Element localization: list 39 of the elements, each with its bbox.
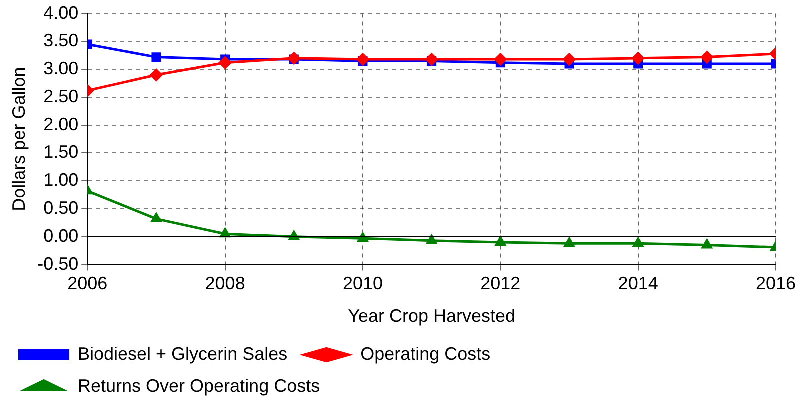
x-tick-label: 2014 xyxy=(618,274,658,294)
point xyxy=(701,238,713,249)
y-tick-label: 0.00 xyxy=(44,226,79,246)
y-tick-label: 2.00 xyxy=(44,114,79,134)
point xyxy=(152,52,162,62)
legend-label: Returns Over Operating Costs xyxy=(78,376,320,396)
y-axis-title: Dollars per Gallon xyxy=(8,67,29,212)
x-tick-label: 2008 xyxy=(205,274,246,294)
point xyxy=(150,68,163,82)
point xyxy=(356,53,370,66)
point xyxy=(494,236,506,246)
y-tick-label: 1.00 xyxy=(44,170,79,190)
y-tick-label: 3.50 xyxy=(44,30,79,51)
point xyxy=(564,237,576,248)
point xyxy=(288,230,300,240)
point xyxy=(494,53,508,66)
x-tick-label: 2006 xyxy=(68,274,108,294)
x-tick-label: 2016 xyxy=(756,274,796,294)
x-tick-label: 2012 xyxy=(480,274,521,294)
y-tick-label: 4.00 xyxy=(44,2,79,23)
y-tick-label: 0.50 xyxy=(44,198,79,218)
x-axis-title: Year Crop Harvested xyxy=(348,306,516,326)
point xyxy=(425,53,438,66)
point xyxy=(700,50,714,64)
y-tick-label: 3.00 xyxy=(44,58,79,79)
point xyxy=(426,234,438,244)
point xyxy=(218,56,232,70)
point xyxy=(150,212,162,223)
legend-label: Biodiesel + Glycerin Sales xyxy=(78,344,288,364)
y-tick-label: -0.50 xyxy=(38,254,79,274)
point xyxy=(288,52,301,65)
y-tick-label: 1.50 xyxy=(44,142,79,162)
point xyxy=(632,237,644,248)
y-tick-label: 2.50 xyxy=(44,86,79,106)
point xyxy=(632,52,645,65)
point xyxy=(357,232,369,242)
x-tick-label: 2010 xyxy=(342,274,383,294)
point xyxy=(562,53,576,66)
legend-label: Operating Costs xyxy=(360,344,491,364)
